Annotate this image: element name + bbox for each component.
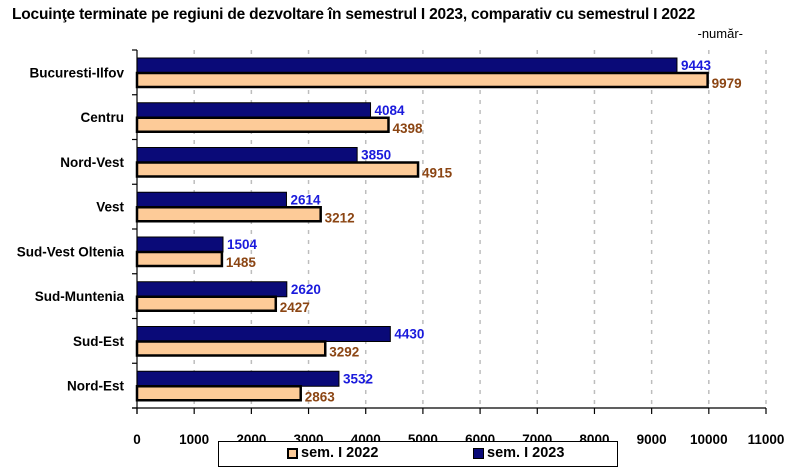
- chart-title: Locuinţe terminate pe regiuni de dezvolt…: [12, 6, 696, 23]
- bar-2022: [135, 116, 390, 133]
- bar-2023: [136, 370, 340, 387]
- category-label: Centru: [81, 110, 125, 125]
- legend-swatch-2023: [473, 447, 484, 459]
- category-label: Bucuresti-Ilfov: [29, 65, 124, 80]
- data-label-2023: 4084: [375, 103, 406, 118]
- data-label-2022: 4398: [392, 121, 423, 136]
- category-label: Vest: [96, 200, 124, 215]
- bar-2022: [135, 340, 327, 357]
- bar-2022: [135, 161, 420, 178]
- bar-2022: [135, 295, 278, 312]
- x-tick-label: 9000: [637, 432, 667, 447]
- data-label-2022: 3212: [325, 210, 355, 225]
- bar-2022: [135, 71, 709, 89]
- bar-2023: [136, 236, 224, 253]
- bar-2023: [136, 281, 288, 298]
- bar-2023: [136, 147, 358, 163]
- legend-label-2023: sem. I 2023: [487, 445, 565, 461]
- x-tick-label: 1000: [179, 432, 209, 447]
- x-tick-label: 0: [133, 432, 141, 447]
- legend-item-2023: sem. I 2023: [473, 445, 564, 461]
- data-label-2022: 3292: [329, 345, 359, 360]
- category-label: Sud-Est: [73, 334, 125, 349]
- legend-swatch-2022: [287, 447, 298, 459]
- data-label-2022: 2863: [305, 389, 336, 404]
- x-tick-label: 10000: [690, 432, 728, 447]
- data-label-2023: 4430: [394, 327, 424, 342]
- data-label-2023: 3850: [361, 148, 391, 163]
- data-label-2023: 1504: [227, 237, 258, 252]
- bar-2022: [135, 385, 302, 402]
- category-label: Sud-Muntenia: [35, 289, 125, 304]
- bar-2022: [135, 250, 224, 268]
- data-label-2022: 4915: [422, 166, 453, 181]
- bar-2023: [136, 191, 287, 208]
- legend-item-2022: sem. I 2022: [287, 445, 378, 461]
- data-label-2023: 2614: [290, 192, 321, 207]
- data-label-2022: 9979: [712, 76, 742, 91]
- legend: sem. I 2022 sem. I 2023: [218, 441, 618, 467]
- category-label: Nord-Est: [67, 379, 125, 394]
- legend-label-2022: sem. I 2022: [301, 445, 379, 461]
- bar-2022: [135, 206, 322, 223]
- unit-label: -număr-: [697, 26, 743, 41]
- data-label-2023: 9443: [681, 58, 712, 73]
- data-label-2022: 1485: [226, 255, 257, 270]
- data-label-2023: 2620: [291, 282, 321, 297]
- category-label: Nord-Vest: [60, 155, 124, 170]
- category-label: Sud-Vest Oltenia: [17, 244, 125, 259]
- bar-2023: [136, 102, 372, 119]
- data-label-2022: 2427: [280, 300, 310, 315]
- x-tick-label: 11000: [748, 432, 785, 447]
- bar-2023: [136, 326, 391, 342]
- data-label-2023: 3532: [343, 371, 373, 386]
- axes: [132, 49, 767, 414]
- bar-2023: [136, 57, 678, 74]
- bars: [135, 57, 709, 402]
